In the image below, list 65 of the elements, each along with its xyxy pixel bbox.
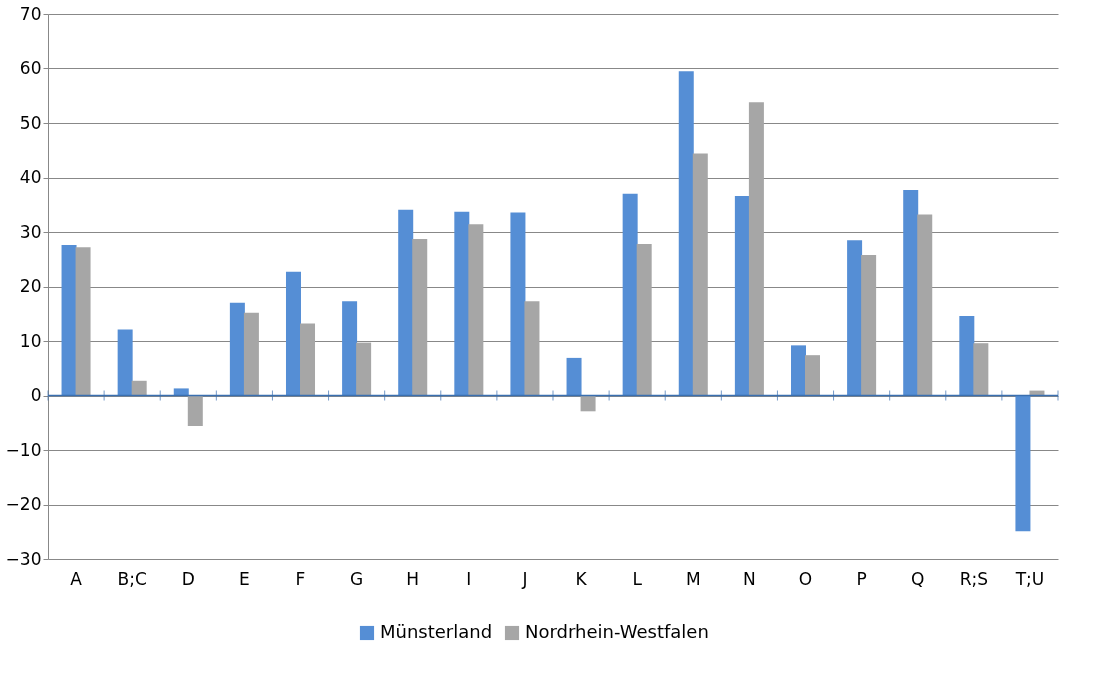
bar xyxy=(678,71,694,396)
x-tick-label: E xyxy=(239,568,250,589)
x-tick-label: R;S xyxy=(959,568,989,589)
bar xyxy=(1015,395,1031,532)
y-tick-label: 70 xyxy=(19,3,42,24)
bar xyxy=(61,245,77,396)
bar xyxy=(903,190,919,396)
bar xyxy=(790,345,806,396)
x-tick-label: Q xyxy=(911,568,925,589)
bar xyxy=(622,193,638,396)
bar xyxy=(748,102,764,396)
x-tick-label: P xyxy=(856,568,867,589)
bar xyxy=(229,302,245,396)
y-tick-label: −20 xyxy=(5,494,42,514)
bar xyxy=(847,240,863,396)
y-tick-label: −10 xyxy=(5,439,42,460)
bar xyxy=(75,247,91,396)
x-tick-label: A xyxy=(70,568,83,589)
x-tick-label: J xyxy=(521,568,528,589)
y-tick-label: 60 xyxy=(19,58,42,78)
bar xyxy=(917,214,933,396)
bar xyxy=(300,323,316,396)
x-tick-label: O xyxy=(798,568,813,589)
bar xyxy=(342,301,358,396)
bar xyxy=(468,224,484,396)
bar xyxy=(356,342,372,396)
y-tick-label: 30 xyxy=(19,221,42,242)
bar xyxy=(566,357,582,396)
bar xyxy=(959,315,975,396)
bar xyxy=(412,239,428,396)
bar xyxy=(243,312,259,396)
x-tick-label: K xyxy=(575,568,588,589)
bar xyxy=(580,395,596,412)
bar xyxy=(636,243,652,396)
x-tick-label: D xyxy=(181,568,195,589)
x-tick-label: M xyxy=(685,568,701,589)
bar xyxy=(973,343,989,396)
bar xyxy=(734,196,750,396)
y-tick-label: 40 xyxy=(19,167,42,187)
bar xyxy=(131,380,147,396)
bar xyxy=(117,329,133,396)
x-tick-label: G xyxy=(350,568,364,589)
x-tick-label: B;C xyxy=(117,568,147,589)
x-tick-label: F xyxy=(295,568,306,589)
y-tick-label: 0 xyxy=(30,385,42,405)
legend-label: Münsterland xyxy=(380,621,493,642)
bar xyxy=(398,209,414,396)
bar xyxy=(285,271,301,396)
y-tick-label: 50 xyxy=(19,112,42,133)
y-tick-label: 10 xyxy=(19,330,42,351)
x-tick-label: H xyxy=(406,568,420,589)
bar xyxy=(805,355,821,396)
x-tick-label: N xyxy=(743,568,756,589)
bar xyxy=(510,212,526,396)
bar xyxy=(187,395,203,427)
x-tick-label: L xyxy=(632,568,643,589)
bar xyxy=(861,254,877,396)
bar xyxy=(524,301,540,396)
bar xyxy=(692,153,708,396)
x-tick-label: T;U xyxy=(1014,568,1045,589)
legend-label: Nordrhein-Westfalen xyxy=(525,621,709,642)
bar xyxy=(454,211,470,396)
x-tick-label: I xyxy=(466,568,472,589)
y-tick-label: −30 xyxy=(5,548,42,569)
y-tick-label: 20 xyxy=(19,276,42,296)
